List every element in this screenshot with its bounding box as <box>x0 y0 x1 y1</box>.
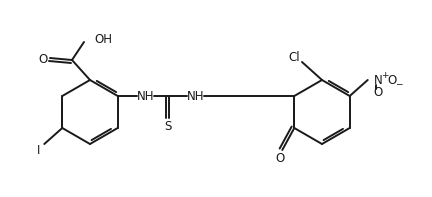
Text: −: − <box>395 80 402 88</box>
Text: O: O <box>388 73 397 86</box>
Text: I: I <box>37 143 40 156</box>
Text: O: O <box>38 52 48 65</box>
Text: O: O <box>276 152 285 165</box>
Text: Cl: Cl <box>288 50 300 63</box>
Text: O: O <box>374 85 383 98</box>
Text: NH: NH <box>137 89 155 102</box>
Text: NH: NH <box>187 89 204 102</box>
Text: OH: OH <box>94 33 112 46</box>
Text: N: N <box>374 73 382 86</box>
Text: S: S <box>164 120 172 133</box>
Text: +: + <box>381 71 388 80</box>
